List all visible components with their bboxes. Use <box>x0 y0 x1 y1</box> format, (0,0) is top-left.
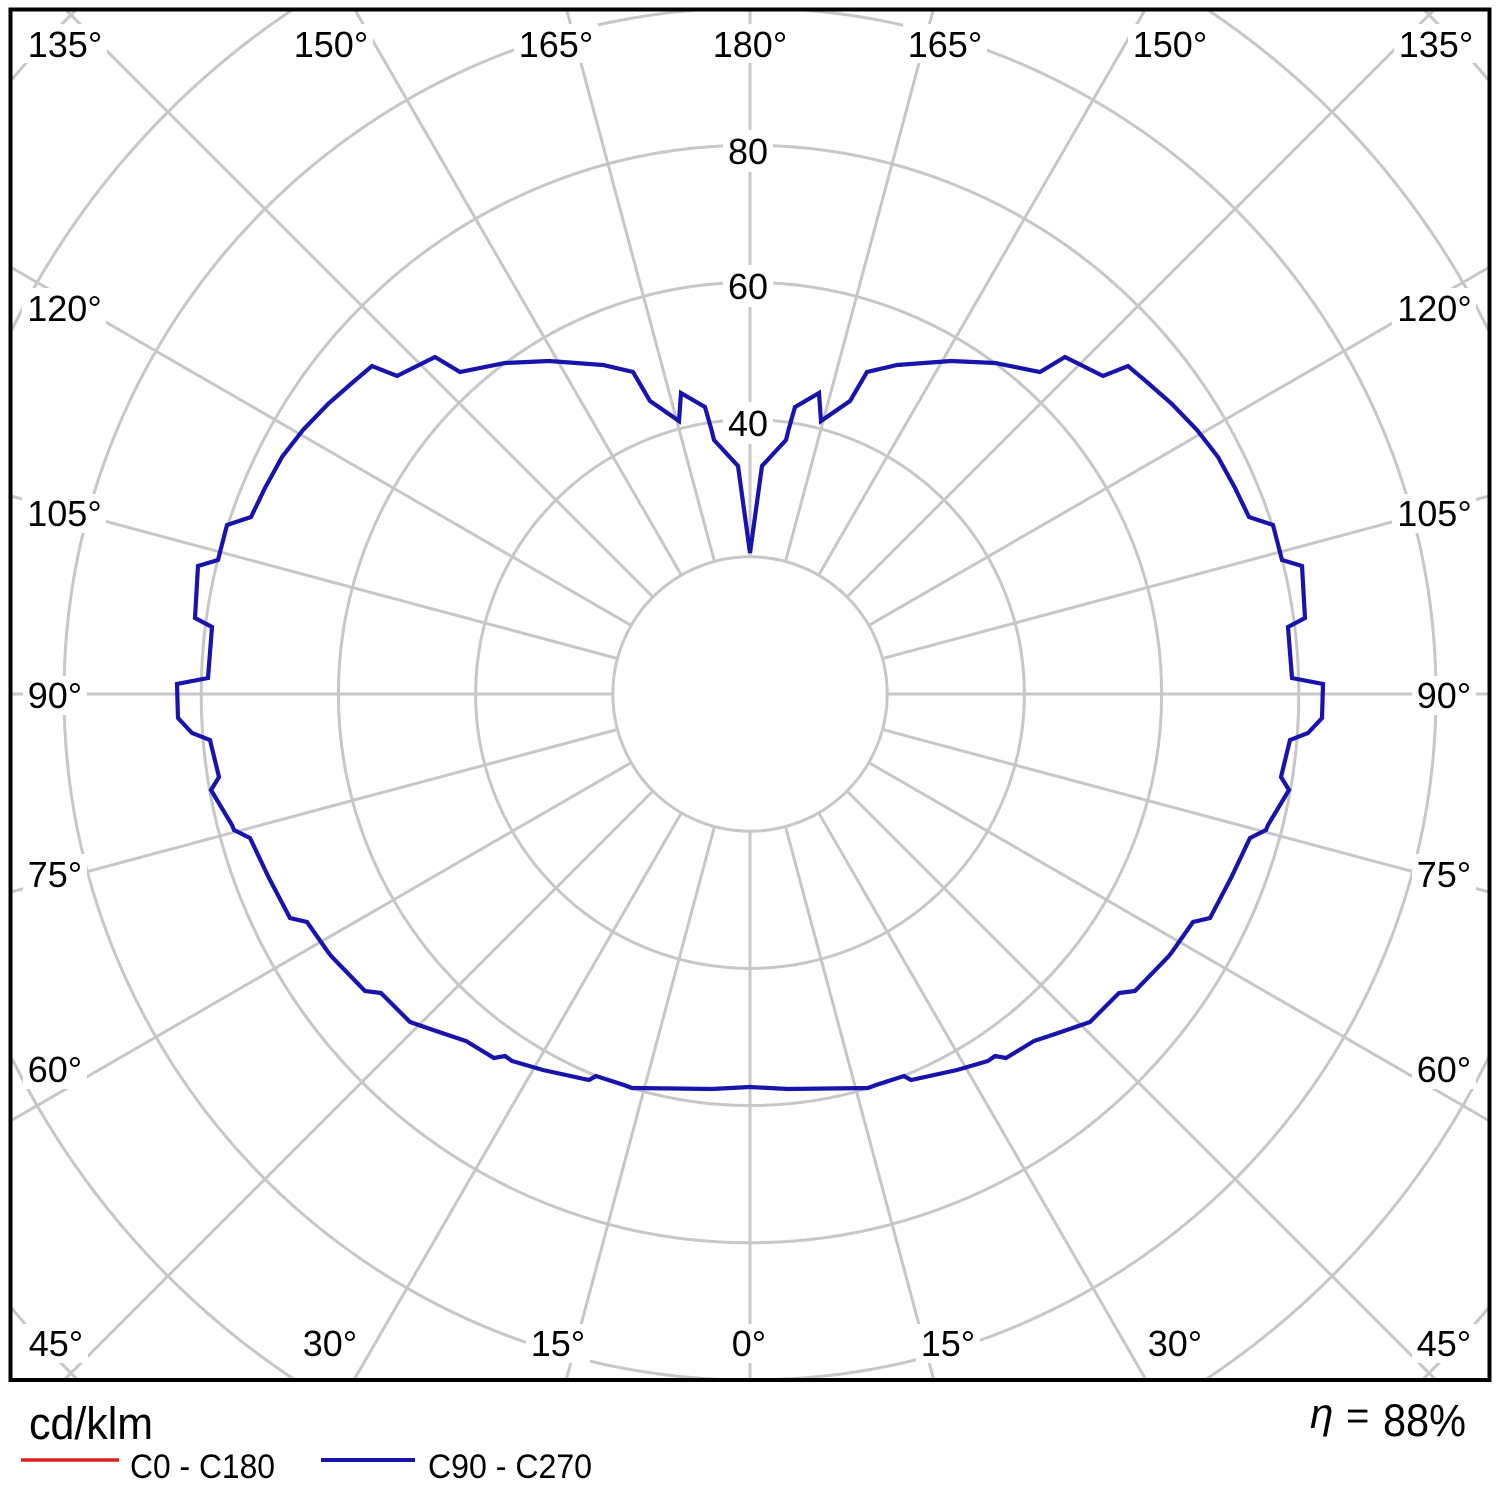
svg-text:150°: 150° <box>294 24 368 65</box>
svg-text:45°: 45° <box>29 1323 83 1364</box>
svg-text:120°: 120° <box>1397 288 1471 329</box>
svg-text:105°: 105° <box>27 493 101 534</box>
svg-text:120°: 120° <box>27 288 101 329</box>
svg-text:80: 80 <box>728 131 768 172</box>
svg-text:C90 - C270: C90 - C270 <box>428 1448 592 1486</box>
svg-text:90°: 90° <box>28 675 82 716</box>
svg-text:η: η <box>1310 1390 1333 1437</box>
svg-text:135°: 135° <box>28 24 102 65</box>
svg-text:15°: 15° <box>921 1323 975 1364</box>
svg-text:30°: 30° <box>1148 1323 1202 1364</box>
svg-text:=: = <box>1346 1394 1369 1438</box>
svg-text:105°: 105° <box>1397 493 1471 534</box>
svg-text:165°: 165° <box>908 24 982 65</box>
svg-text:135°: 135° <box>1399 24 1473 65</box>
svg-text:90°: 90° <box>1417 675 1471 716</box>
svg-text:C0 - C180: C0 - C180 <box>130 1448 275 1486</box>
svg-text:15°: 15° <box>531 1323 585 1364</box>
svg-text:30°: 30° <box>303 1323 357 1364</box>
svg-text:75°: 75° <box>1417 854 1471 895</box>
svg-text:60°: 60° <box>28 1049 82 1090</box>
svg-text:0°: 0° <box>732 1323 766 1364</box>
svg-text:60°: 60° <box>1417 1049 1471 1090</box>
svg-text:150°: 150° <box>1133 24 1207 65</box>
svg-text:45°: 45° <box>1417 1323 1471 1364</box>
svg-text:165°: 165° <box>519 24 593 65</box>
svg-text:cd/klm: cd/klm <box>29 1398 153 1449</box>
svg-text:40: 40 <box>728 403 768 444</box>
svg-text:180°: 180° <box>713 24 787 65</box>
svg-text:60: 60 <box>728 266 768 307</box>
svg-text:88%: 88% <box>1383 1395 1466 1446</box>
svg-text:75°: 75° <box>28 854 82 895</box>
